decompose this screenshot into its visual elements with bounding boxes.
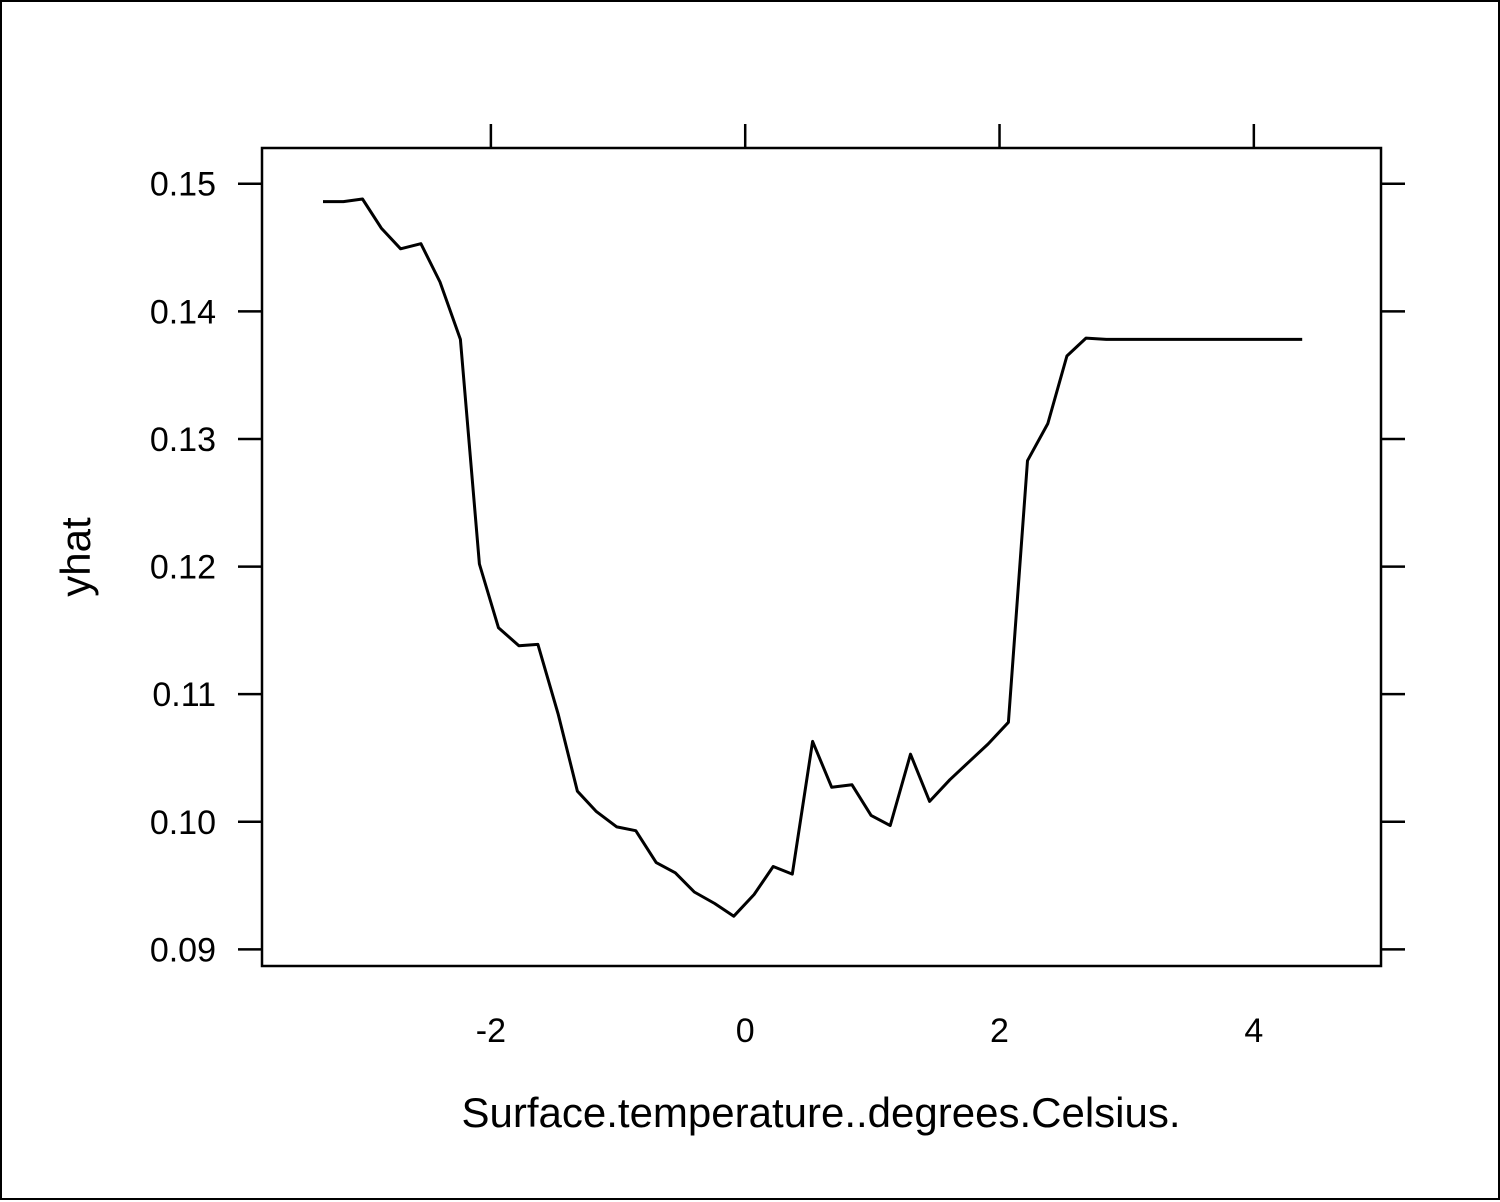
- y-tick-label: 0.09: [150, 931, 216, 969]
- y-axis-label: yhat: [52, 517, 99, 597]
- x-tick-label: -2: [476, 1012, 506, 1050]
- x-axis-ticks: -2 0 2 4: [476, 124, 1263, 1050]
- x-tick-label: 2: [990, 1012, 1009, 1050]
- y-tick-label: 0.13: [150, 421, 216, 459]
- y-tick-label: 0.14: [150, 293, 216, 331]
- y-tick-label: 0.10: [150, 804, 216, 842]
- plot-area-frame: [260, 146, 1383, 968]
- y-tick-label: 0.11: [152, 676, 216, 714]
- series-line: [323, 197, 1303, 918]
- x-axis-label: Surface.temperature..degrees.Celsius.: [461, 1089, 1180, 1136]
- x-tick-label: 0: [736, 1012, 755, 1050]
- x-tick-label: 4: [1244, 1012, 1263, 1050]
- y-tick-label: 0.12: [150, 549, 216, 587]
- y-axis-ticks: 0.09 0.10 0.11 0.12 0.13 0.14 0.15: [150, 166, 1405, 969]
- y-tick-label: 0.15: [150, 166, 216, 204]
